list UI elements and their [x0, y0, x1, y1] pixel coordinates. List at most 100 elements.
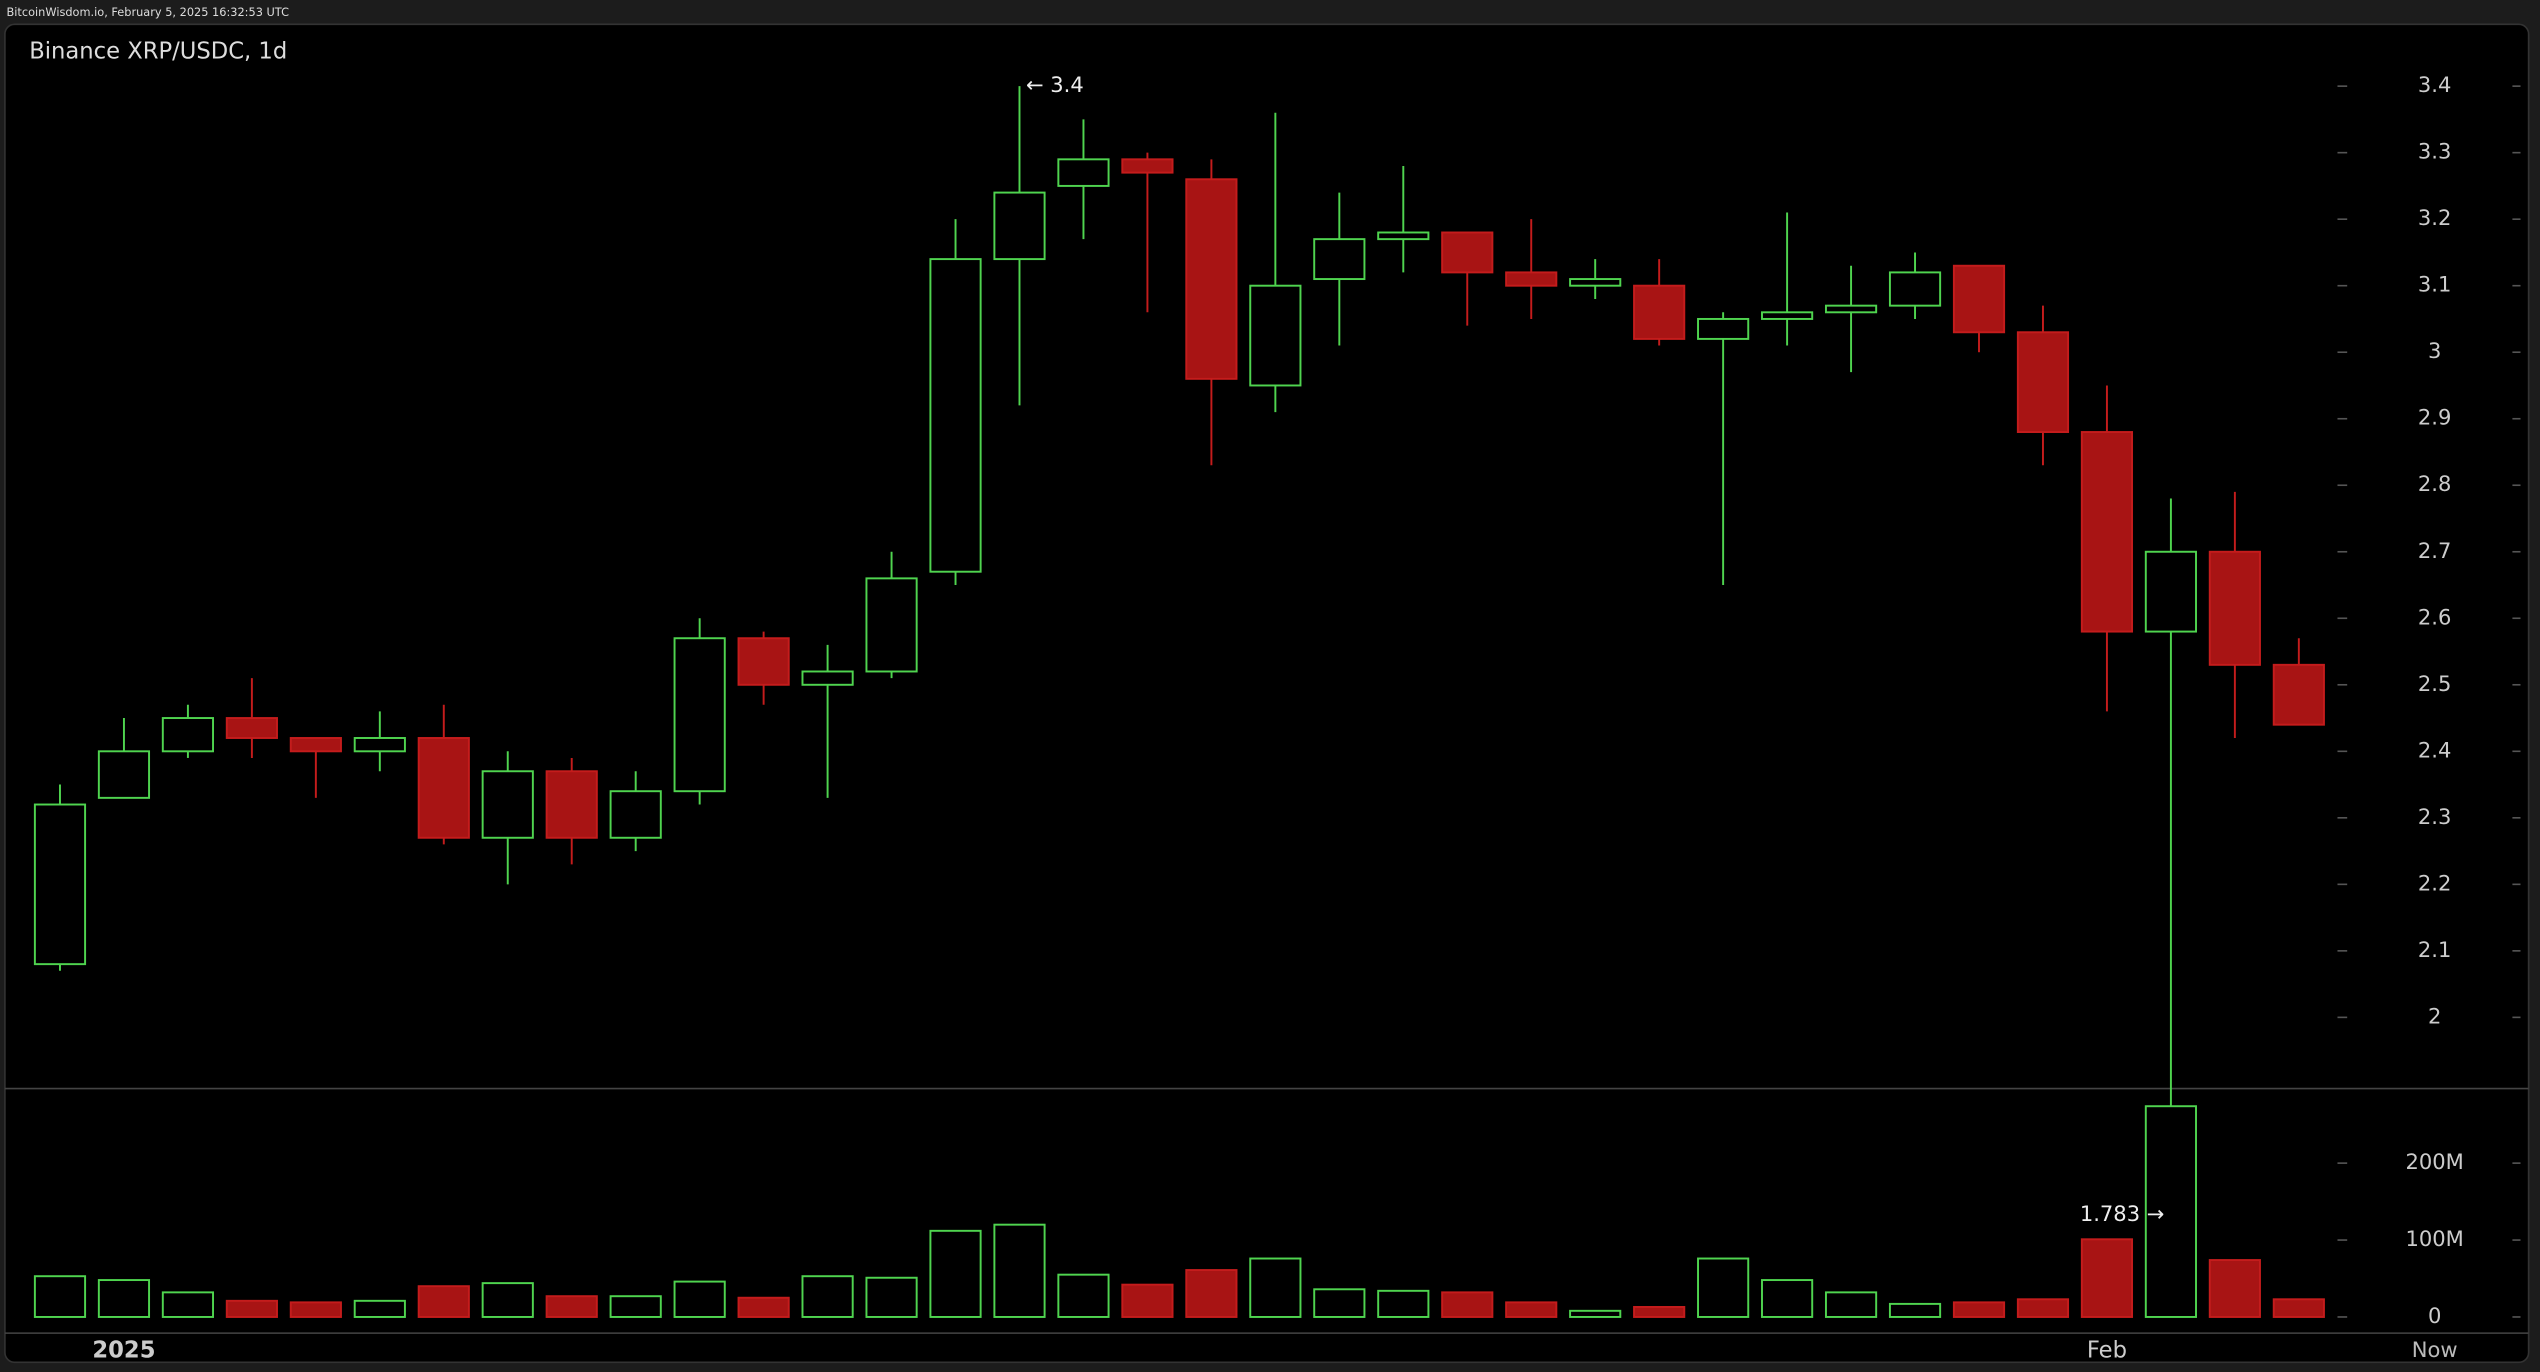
volume-bar: [609, 1295, 662, 1318]
candle-body: [289, 737, 342, 753]
volume-bar: [1888, 1302, 1942, 1318]
candle-body: [1057, 158, 1110, 187]
volume-bar: [545, 1295, 598, 1318]
y-tick-label: 3.3: [2418, 139, 2451, 164]
volume-bar: [1569, 1309, 1622, 1318]
y-tick-label: 2.4: [2418, 737, 2451, 762]
volume-bar: [1824, 1291, 1878, 1318]
y-tick-label: 2.8: [2418, 471, 2451, 496]
volume-bar: [2080, 1238, 2134, 1318]
volume-bar: [2208, 1259, 2261, 1318]
candle-body: [1824, 304, 1878, 314]
candle-body: [417, 737, 470, 839]
candle-body: [929, 258, 982, 573]
y-tick-label: 3.1: [2418, 272, 2451, 297]
volume-bar: [289, 1301, 342, 1318]
volume-bar: [1249, 1257, 1302, 1318]
candle-body: [1633, 284, 1686, 340]
volume-bar: [737, 1296, 790, 1318]
candle-body: [1697, 317, 1750, 340]
candle-body: [33, 803, 87, 966]
volume-bar: [353, 1299, 406, 1318]
y2-tick-label: 200M: [2405, 1149, 2463, 1174]
candle-body: [1952, 264, 2006, 334]
y2-tick-label: 100M: [2405, 1226, 2463, 1251]
candle-body: [353, 737, 406, 753]
volume-bar: [225, 1299, 278, 1318]
candle-body: [737, 637, 790, 686]
volume-bar: [2144, 1105, 2197, 1318]
volume-bar: [1121, 1283, 1174, 1318]
volume-bar: [97, 1279, 151, 1318]
candle-body: [1313, 238, 1366, 281]
candle-body: [1505, 271, 1558, 287]
candle-body: [1569, 278, 1622, 287]
volume-bar: [2016, 1298, 2070, 1318]
candle-body: [1888, 271, 1942, 307]
y-tick-label: 2.3: [2418, 804, 2451, 829]
candle-body: [97, 750, 151, 799]
y-tick-label: 2.9: [2418, 405, 2451, 430]
volume-bar: [1633, 1306, 1686, 1318]
volume-bar: [1761, 1279, 1814, 1318]
volume-bar: [1697, 1257, 1750, 1318]
candle-body: [2272, 663, 2325, 726]
x-tick-label: Feb: [2087, 1337, 2127, 1363]
volume-bar: [993, 1223, 1046, 1318]
candle-body: [1249, 284, 1302, 387]
y2-tick-label: 0: [2428, 1303, 2441, 1328]
candle-body: [2208, 550, 2261, 666]
candle-body: [161, 717, 214, 753]
candle-body: [1377, 231, 1430, 241]
site-header: BitcoinWisdom.io, February 5, 2025 16:32…: [7, 5, 290, 19]
volume-bar: [1185, 1269, 1238, 1318]
volume-bar: [1313, 1288, 1366, 1318]
y-tick-label: 2.1: [2418, 937, 2451, 962]
volume-bar: [865, 1276, 918, 1318]
volume-bar: [1377, 1289, 1430, 1318]
y-tick-label: 3: [2428, 338, 2441, 363]
candle-body: [2144, 550, 2197, 633]
volume-bar: [161, 1291, 214, 1318]
y-tick-label: 2.7: [2418, 538, 2451, 563]
volume-bar: [929, 1229, 982, 1318]
volume-bar: [1505, 1301, 1558, 1318]
candle-body: [865, 577, 918, 673]
y-tick-label: 3.2: [2418, 205, 2451, 230]
volume-bar: [417, 1285, 470, 1318]
candle-body: [545, 770, 598, 839]
candle-body: [1185, 178, 1238, 380]
volume-bar: [673, 1280, 726, 1318]
candle-body: [2080, 431, 2134, 633]
volume-bar: [2272, 1298, 2325, 1318]
candle-body: [1761, 311, 1814, 320]
volume-bar: [1441, 1291, 1494, 1318]
y-tick-label: 2: [2428, 1003, 2441, 1028]
candle-body: [993, 191, 1046, 261]
candle-body: [801, 670, 854, 686]
volume-bar: [1057, 1273, 1110, 1318]
high-annotation: ← 3.4: [1026, 72, 1084, 97]
candle-body: [609, 790, 662, 839]
candle-body: [481, 770, 534, 839]
volume-bar: [801, 1275, 854, 1318]
chart-title: Binance XRP/USDC, 1d: [29, 38, 287, 64]
x-tick-label: 2025: [92, 1337, 155, 1363]
candle-body: [673, 637, 726, 793]
volume-bar: [481, 1282, 534, 1318]
candle-body: [1441, 231, 1494, 274]
candle-body: [225, 717, 278, 739]
volume-bar: [1952, 1301, 2006, 1318]
y-tick-label: 3.4: [2418, 72, 2451, 97]
now-label: Now: [2412, 1337, 2458, 1362]
candle-body: [2016, 331, 2070, 434]
chart-panel: [4, 23, 2530, 1364]
candle-body: [1121, 158, 1174, 174]
y-tick-label: 2.6: [2418, 604, 2451, 629]
volume-bar: [33, 1275, 87, 1318]
low-annotation: 1.783 →: [2080, 1201, 2165, 1226]
y-tick-label: 2.2: [2418, 870, 2451, 895]
y-tick-label: 2.5: [2418, 671, 2451, 696]
